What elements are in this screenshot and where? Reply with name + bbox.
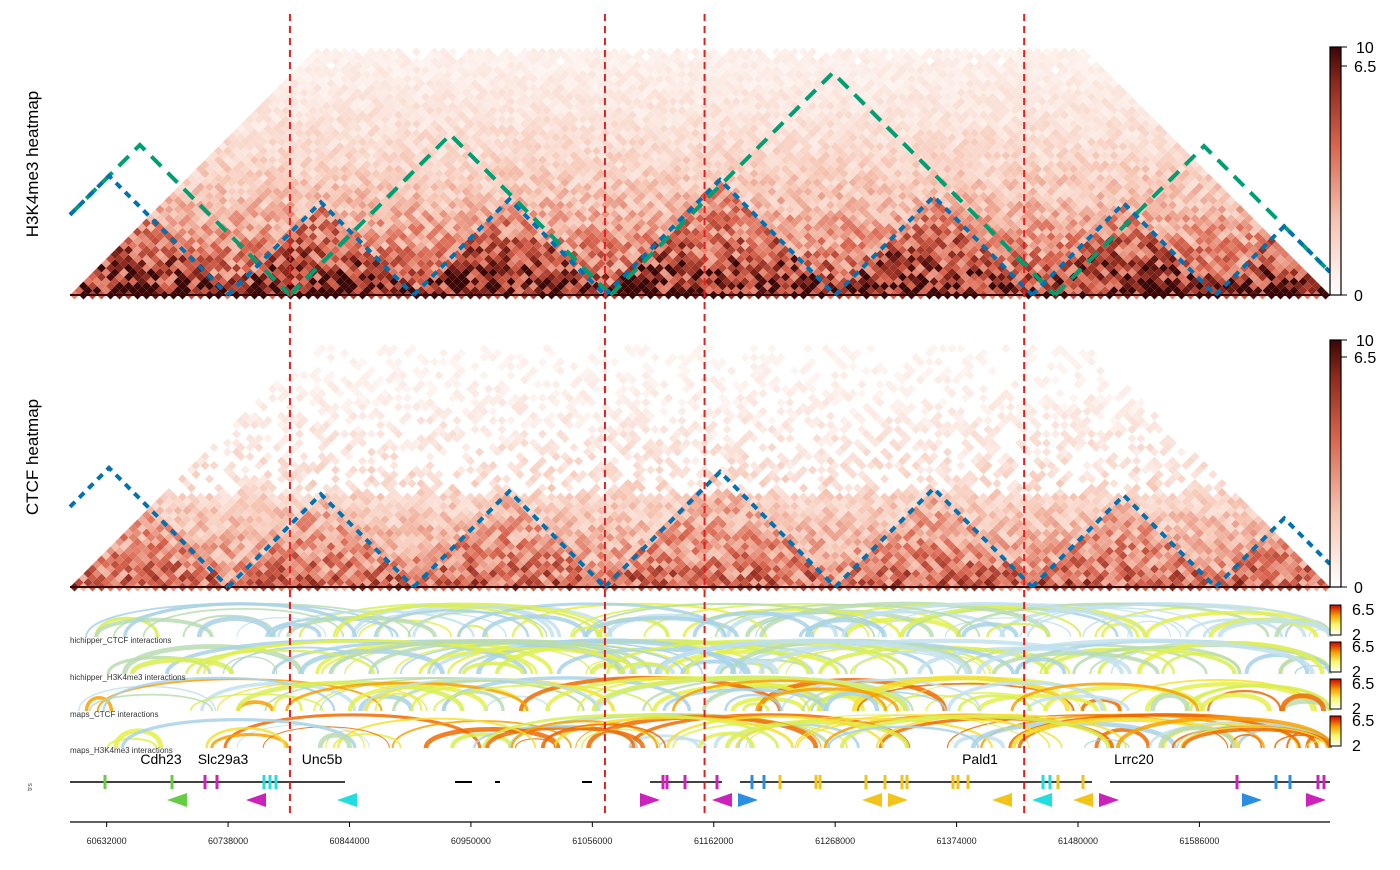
h3k4me3-heatmap [68, 47, 1332, 300]
